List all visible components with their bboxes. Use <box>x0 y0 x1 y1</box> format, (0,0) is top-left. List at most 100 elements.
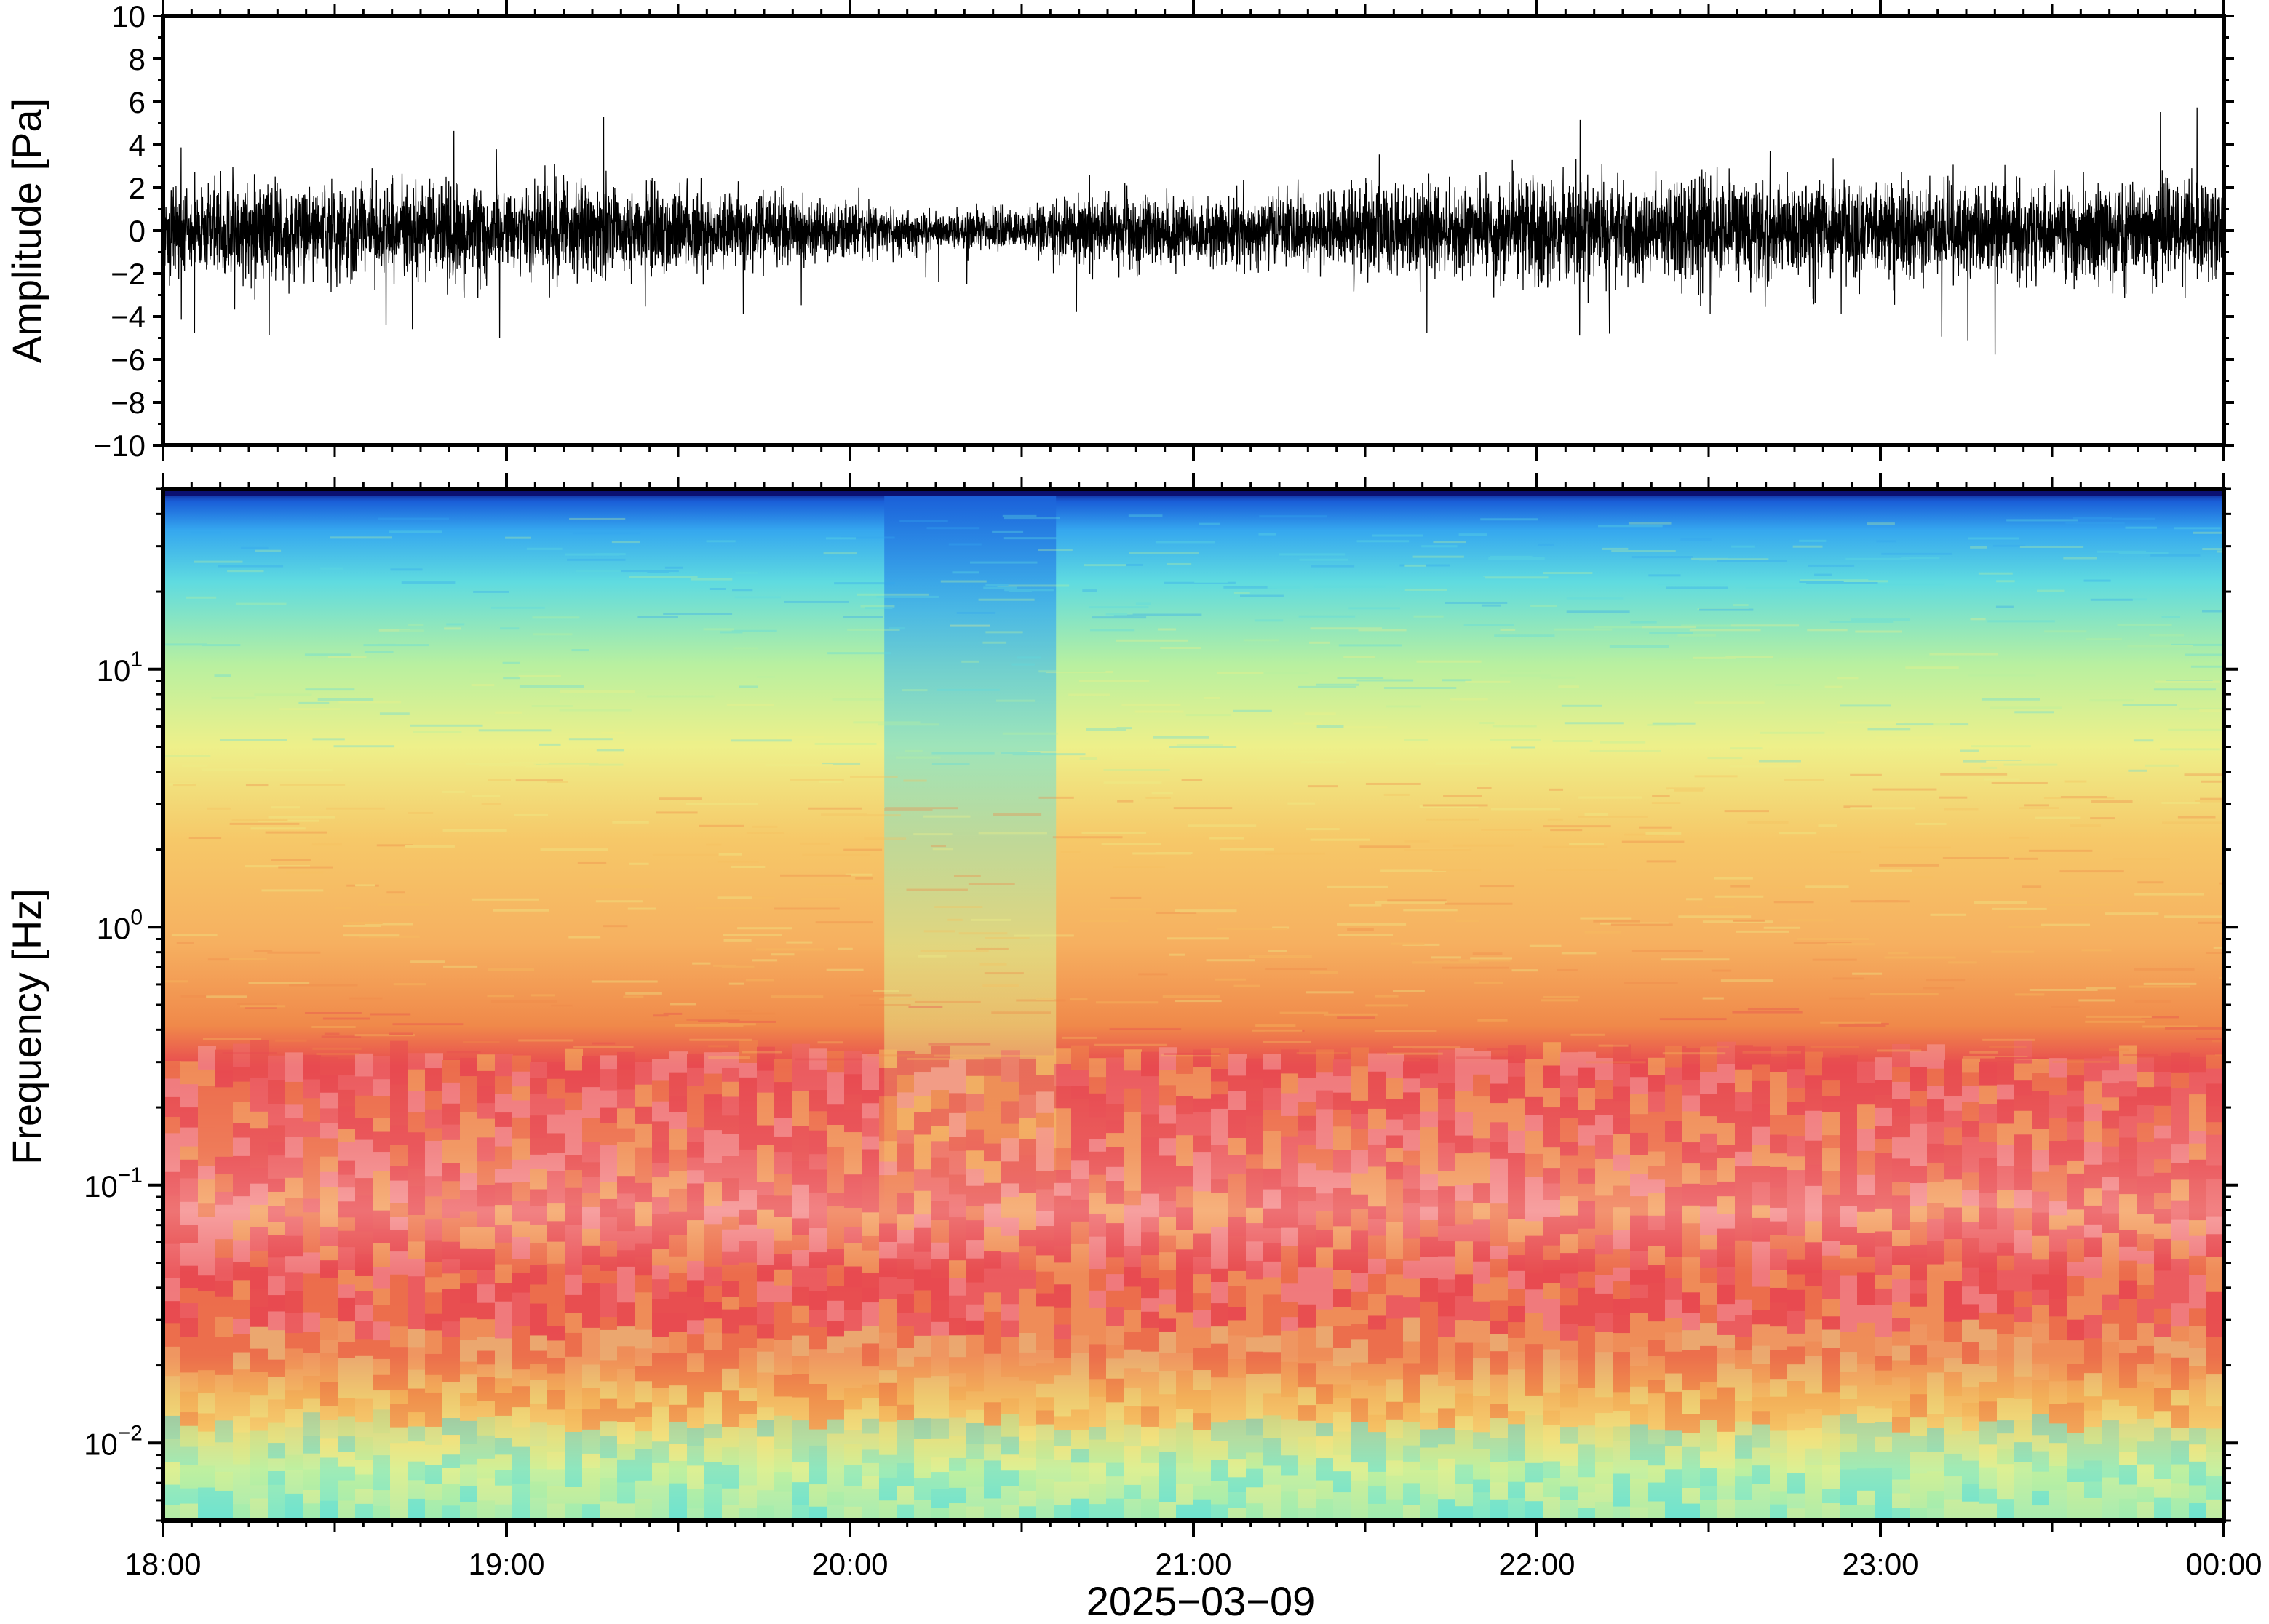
spectrogram-cell <box>198 1046 216 1070</box>
spectrogram-streak <box>1421 545 1458 548</box>
spectrogram-streak <box>1452 844 1514 847</box>
spectrogram-cell <box>2119 1497 2137 1521</box>
spectrogram-cell <box>2067 1295 2085 1320</box>
spectrogram-streak <box>2022 885 2042 888</box>
spectrogram-cell <box>1351 1338 1369 1363</box>
spectrogram-streak <box>708 1045 729 1048</box>
spectrogram-cell <box>1246 1337 1264 1352</box>
spectrogram-cell <box>1386 1179 1404 1203</box>
spectrogram-cell <box>338 1074 356 1090</box>
spectrogram-cell <box>1019 1269 1037 1289</box>
spectrogram-cell <box>233 1155 251 1175</box>
spectrogram-cell <box>303 1435 321 1454</box>
spectrogram-cell <box>1752 1080 1771 1105</box>
spectrogram-cell <box>1979 1382 1998 1402</box>
spectrogram-streak <box>1479 885 1515 888</box>
spectrogram-cell <box>1089 1192 1107 1214</box>
spectrogram-cell <box>949 1174 967 1195</box>
spectrogram-streak <box>1036 998 1054 1000</box>
spectrogram-cell <box>1787 1508 1805 1521</box>
spectrogram-cell <box>1840 1351 1858 1372</box>
spectrogram-streak <box>1481 828 1532 831</box>
spectrogram-cell <box>1997 1463 2015 1479</box>
spectrogram-cell <box>1368 1235 1386 1259</box>
spectrogram-cell <box>687 1445 705 1466</box>
spectrogram-cell <box>704 1129 723 1146</box>
spectrogram-cell <box>1089 1138 1107 1152</box>
spectrogram-streak <box>1194 580 1228 583</box>
spectrogram-streak <box>1836 721 1904 724</box>
spectrogram-cell <box>669 1148 688 1171</box>
spectrogram-streak <box>2128 769 2147 772</box>
spectrogram-cell <box>1752 1182 1771 1206</box>
spectrogram-cell <box>722 1215 740 1230</box>
spectrogram-cell <box>408 1412 426 1427</box>
spectrogram-cell <box>844 1174 862 1188</box>
spectrogram-cell <box>355 1354 373 1376</box>
spectrogram-streak <box>1714 895 1764 898</box>
spectrogram-cell <box>285 1215 303 1236</box>
spectrogram-cell <box>1281 1316 1299 1331</box>
spectrogram-cell <box>966 1257 985 1283</box>
spectrogram-streak <box>2043 797 2115 800</box>
spectrogram-streak <box>1646 860 1677 863</box>
spectrogram-cell <box>1857 1271 1875 1286</box>
spectrogram-streak <box>664 566 683 569</box>
spectrogram-cell <box>303 1198 321 1213</box>
spectrogram-streak <box>576 570 627 573</box>
spectrogram-cell <box>355 1230 373 1254</box>
spectrogram-cell <box>687 1428 705 1446</box>
spectrogram-cell <box>1159 1104 1177 1124</box>
spectrogram-cell <box>1979 1103 1998 1124</box>
spectrogram-cell <box>827 1104 845 1125</box>
spectrogram-cell <box>1333 1505 1351 1521</box>
spectrogram-cell <box>1578 1248 1596 1272</box>
spectrogram-cell <box>1805 1305 1823 1320</box>
spectrogram-cell <box>390 1326 408 1348</box>
spectrogram-cell <box>1386 1378 1404 1402</box>
spectrogram-cell <box>669 1291 688 1313</box>
spectrogram-cell <box>704 1094 723 1110</box>
spectrogram-cell <box>2084 1460 2102 1482</box>
spectrogram-cell <box>635 1201 653 1227</box>
spectrogram-cell <box>1124 1088 1142 1112</box>
spectrogram-cell <box>687 1054 705 1068</box>
spectrogram-cell <box>1386 1273 1404 1296</box>
spectrogram-streak <box>2141 1016 2179 1019</box>
spectrogram-cell <box>582 1086 600 1104</box>
spectrogram-cell <box>1228 1507 1247 1521</box>
spectrogram-streak <box>675 1024 744 1027</box>
spectrogram-streak <box>723 934 782 936</box>
spectrogram-cell <box>1193 1066 1212 1085</box>
spectrogram-x-tick-label: 19:00 <box>468 1547 544 1581</box>
spectrogram-cell <box>949 1112 967 1137</box>
spectrogram-cell <box>2014 1418 2032 1443</box>
spectrogram-cell <box>1368 1088 1386 1109</box>
spectrogram-streak <box>1014 934 1045 937</box>
spectrogram-streak <box>1697 608 1749 610</box>
spectrogram-cell <box>687 1406 705 1429</box>
spectrogram-cell <box>1368 1053 1386 1072</box>
spectrogram-cell <box>1665 1299 1683 1318</box>
spectrogram-streak <box>1163 1053 1221 1056</box>
spectrogram-cell <box>1001 1123 1020 1139</box>
spectrogram-cell <box>1316 1403 1334 1424</box>
spectrogram-streak <box>376 844 413 847</box>
spectrogram-cell <box>1613 1206 1631 1230</box>
spectrogram-cell <box>1001 1303 1020 1321</box>
spectrogram-cell <box>1036 1074 1054 1092</box>
spectrogram-cell <box>1438 1427 1456 1445</box>
spectrogram-cell <box>844 1309 862 1331</box>
spectrogram-cell <box>1822 1391 1840 1416</box>
spectrogram-cell <box>1648 1393 1666 1412</box>
spectrogram-cell <box>1019 1138 1037 1155</box>
spectrogram-streak <box>231 819 288 821</box>
spectrogram-cell <box>617 1368 635 1385</box>
spectrogram-cell <box>1386 1147 1404 1162</box>
spectrogram-cell <box>2032 1489 2050 1506</box>
spectrogram-cell <box>250 1449 269 1468</box>
spectrogram-cell <box>1001 1137 1020 1162</box>
spectrogram-cell <box>635 1479 653 1499</box>
spectrogram-cell <box>1228 1154 1247 1174</box>
